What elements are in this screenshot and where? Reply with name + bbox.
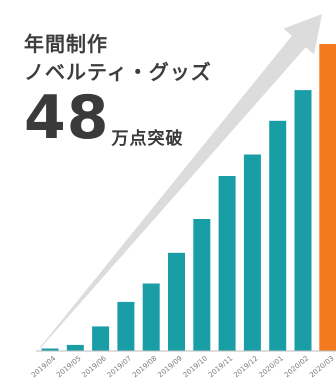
bar-2019-07 <box>117 301 135 351</box>
bar-2019-05 <box>66 344 84 351</box>
headline-figure: 48 万点突破 <box>24 88 212 148</box>
x-tick-label: 2020/01 <box>258 354 285 379</box>
x-tick-label: 2019/05 <box>55 354 82 379</box>
bar-2019-12 <box>243 154 261 351</box>
x-tick-label: 2019/12 <box>232 354 259 379</box>
trend-arrow-shape <box>39 14 322 349</box>
x-tick-label: 2020/03 <box>308 354 335 379</box>
bar-2020-02 <box>294 90 312 351</box>
bar-2019-06 <box>92 326 110 351</box>
headline-line-1: 年間制作 <box>24 32 108 56</box>
x-tick-labels: 2019/042019/052019/062019/072019/082019/… <box>30 354 336 379</box>
x-tick-label: 2019/10 <box>182 354 209 379</box>
headline-number: 48 <box>24 83 110 153</box>
bar-2019-08 <box>142 283 160 351</box>
x-tick-label: 2019/06 <box>80 354 108 379</box>
headline: 年間制作 ノベルティ・グッズ 48 万点突破 <box>24 30 212 148</box>
bar-2020-01 <box>269 120 287 352</box>
x-tick-label: 2019/11 <box>207 354 234 379</box>
headline-line-2: ノベルティ・グッズ <box>24 60 212 84</box>
bar-2019-09 <box>168 252 185 351</box>
bar-2019-11 <box>218 176 236 351</box>
bar-2019-04 <box>41 348 59 351</box>
trend-arrow-layer <box>39 14 322 349</box>
bar-2019-10 <box>193 219 211 351</box>
headline-suffix: 万点突破 <box>111 129 184 149</box>
bars-layer <box>41 44 336 352</box>
x-tick-label: 2019/09 <box>156 354 183 379</box>
x-tick-label: 2019/08 <box>131 354 158 379</box>
x-tick-label: 2019/04 <box>30 354 58 379</box>
x-tick-label: 2019/07 <box>106 354 133 379</box>
x-tick-label: 2020/02 <box>283 354 310 379</box>
bar-2020-03 <box>319 44 336 351</box>
